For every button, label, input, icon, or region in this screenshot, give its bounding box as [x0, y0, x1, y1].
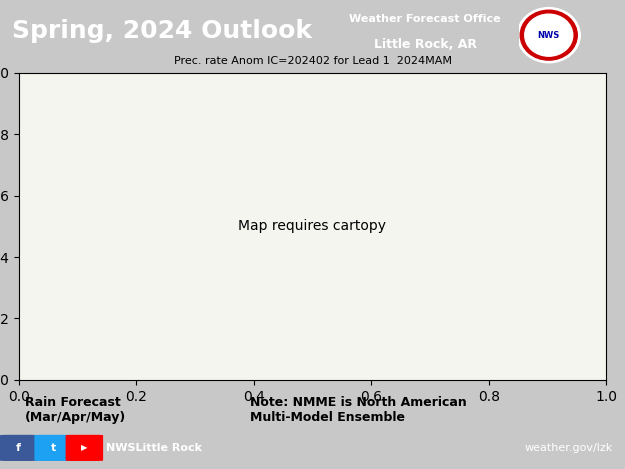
Text: Weather Forecast Office: Weather Forecast Office [349, 14, 501, 24]
Circle shape [525, 14, 572, 56]
Text: f: f [16, 443, 21, 453]
Text: Map requires cartopy: Map requires cartopy [239, 219, 386, 233]
FancyBboxPatch shape [34, 435, 72, 461]
FancyBboxPatch shape [66, 435, 103, 461]
Text: ▶: ▶ [81, 443, 88, 453]
Text: NWS: NWS [538, 30, 560, 40]
Text: Spring, 2024 Outlook: Spring, 2024 Outlook [12, 19, 312, 43]
Circle shape [518, 8, 580, 63]
FancyBboxPatch shape [0, 435, 38, 461]
Text: Rain Forecast
(Mar/Apr/May): Rain Forecast (Mar/Apr/May) [25, 396, 126, 424]
Text: t: t [51, 443, 56, 453]
Text: Little Rock, AR: Little Rock, AR [374, 38, 476, 51]
Title: Prec. rate Anom IC=202402 for Lead 1  2024MAM: Prec. rate Anom IC=202402 for Lead 1 202… [174, 56, 451, 66]
Circle shape [520, 10, 578, 60]
Text: NWSLittle Rock: NWSLittle Rock [106, 443, 202, 453]
Text: Note: NMME is North American
Multi-Model Ensemble: Note: NMME is North American Multi-Model… [250, 396, 467, 424]
Text: weather.gov/lzk: weather.gov/lzk [524, 443, 612, 453]
